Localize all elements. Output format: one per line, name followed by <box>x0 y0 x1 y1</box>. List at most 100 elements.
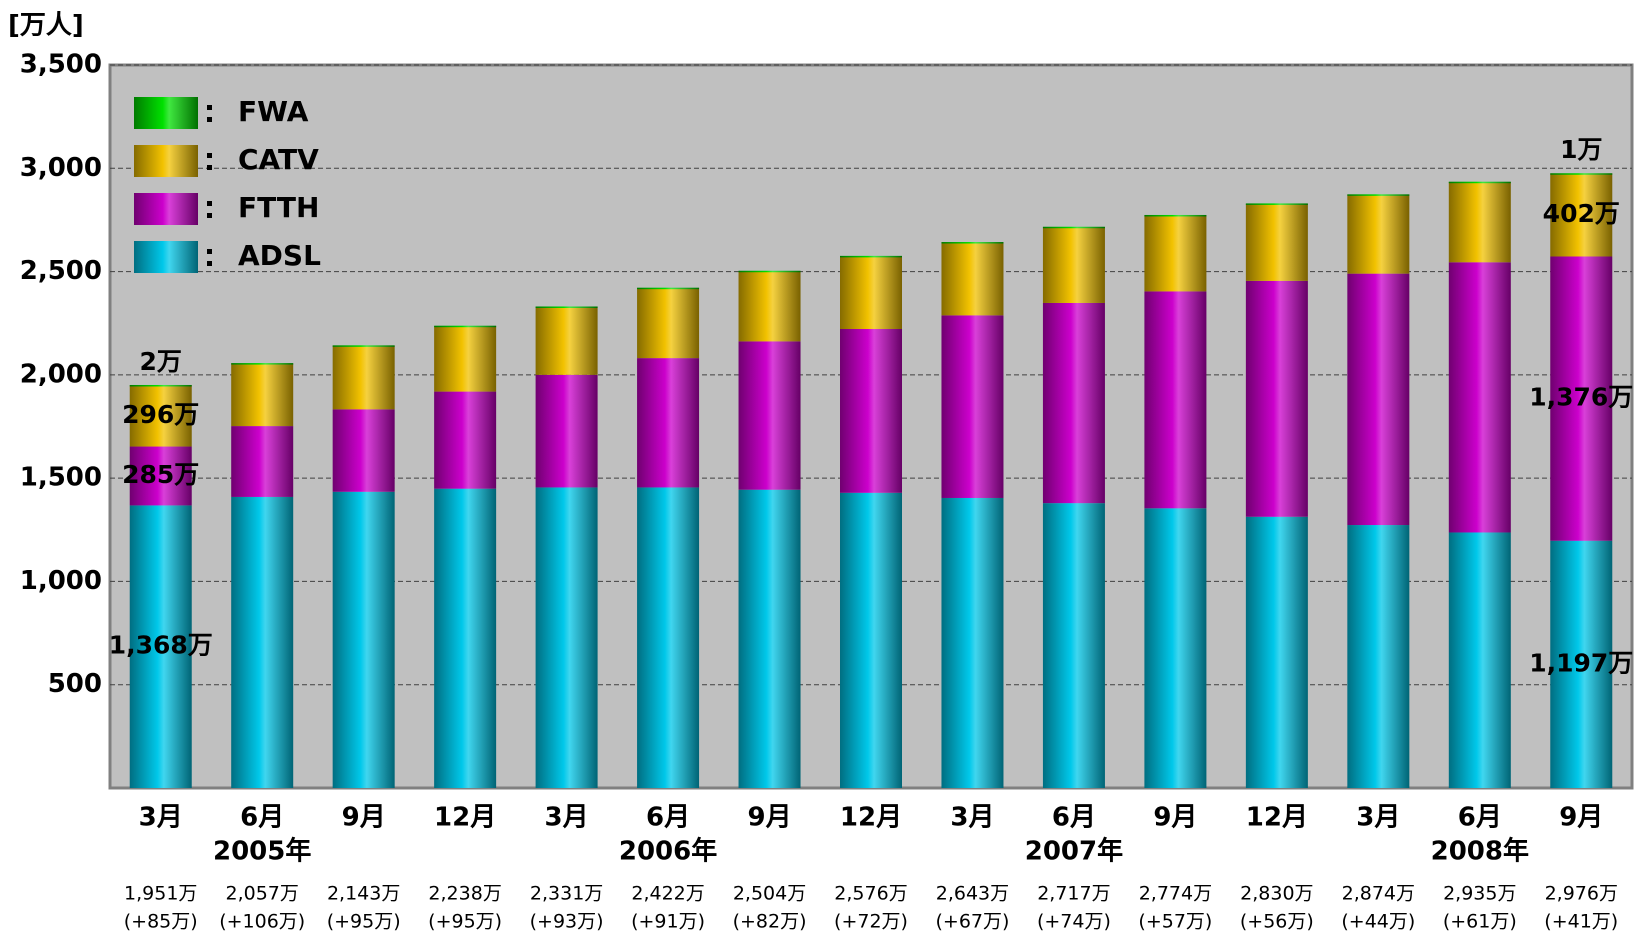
bar-segment <box>738 271 801 342</box>
x-tick-label: 12月 <box>1246 803 1308 833</box>
bar-segment <box>1347 525 1410 788</box>
x-tick-label: 9月 <box>342 803 386 833</box>
bar-segment <box>1347 194 1410 274</box>
legend-label: ADSL <box>238 239 321 272</box>
year-label: 2005年 <box>213 836 311 867</box>
legend-colon <box>207 165 212 170</box>
bar-segment <box>637 358 700 488</box>
increase-label: (+91万) <box>631 911 705 933</box>
legend-colon <box>207 117 212 122</box>
legend-colon <box>207 261 212 266</box>
bar-segment <box>1347 273 1410 526</box>
bar-segment <box>231 363 294 427</box>
bar-segment <box>1550 256 1613 541</box>
increase-label: (+44万) <box>1341 911 1415 933</box>
bar-segment <box>738 489 801 788</box>
legend-swatch <box>134 241 198 273</box>
bar-segment <box>1144 291 1207 509</box>
x-tick-label: 3月 <box>950 803 994 833</box>
bar-segment <box>1550 173 1613 257</box>
legend-label: FWA <box>238 95 309 128</box>
increase-label: (+67万) <box>935 911 1009 933</box>
bar-segment <box>840 328 902 493</box>
total-label: 2,774万 <box>1139 883 1212 905</box>
data-label: 2万 <box>140 347 182 376</box>
y-tick-label: 500 <box>48 669 102 699</box>
x-tick-label: 9月 <box>1559 803 1603 833</box>
bar-segment <box>129 385 192 447</box>
total-label: 1,951万 <box>124 883 197 905</box>
bar-segment <box>1245 203 1308 205</box>
data-label: 1万 <box>1560 135 1602 164</box>
x-tick-label: 6月 <box>646 803 690 833</box>
bar-segment <box>434 326 497 392</box>
y-tick-label: 1,000 <box>20 566 102 596</box>
x-tick-label: 9月 <box>1153 803 1197 833</box>
legend-swatch <box>134 97 198 129</box>
increase-label: (+74万) <box>1037 911 1111 933</box>
data-label: 1,376万 <box>1529 383 1633 412</box>
y-tick-label: 3,000 <box>20 153 102 183</box>
bar-segment <box>1245 203 1308 281</box>
bar-segment <box>1144 508 1207 788</box>
bar-segment <box>1448 181 1511 184</box>
x-tick-label: 6月 <box>240 803 284 833</box>
bar-segment <box>332 345 395 410</box>
bar-segment <box>434 325 497 328</box>
data-label: 1,368万 <box>109 631 213 660</box>
increase-label: (+56万) <box>1240 911 1314 933</box>
bar-segment <box>231 363 294 365</box>
increase-label: (+61万) <box>1443 911 1517 933</box>
bar-segment <box>1448 532 1511 788</box>
increase-label: (+57万) <box>1138 911 1212 933</box>
total-label: 2,576万 <box>834 883 907 905</box>
y-axis-label: [万人] <box>8 11 84 41</box>
bar-segment <box>1245 516 1308 788</box>
bar-segment <box>535 374 598 488</box>
legend-swatch <box>134 145 198 177</box>
total-label: 2,874万 <box>1342 883 1415 905</box>
data-label: 402万 <box>1543 199 1620 228</box>
legend-colon <box>207 249 212 254</box>
bar-segment <box>637 288 700 359</box>
bar-segment <box>1245 280 1308 517</box>
bar-segment <box>1550 540 1613 788</box>
legend-colon <box>207 105 212 110</box>
x-tick-label: 3月 <box>545 803 589 833</box>
y-tick-label: 3,500 <box>20 50 102 80</box>
bar-segment <box>231 426 294 497</box>
bar-segment <box>129 446 192 506</box>
bar-segment <box>738 341 801 490</box>
total-label: 2,717万 <box>1037 883 1110 905</box>
legend-colon <box>207 153 212 158</box>
data-label: 285万 <box>122 460 199 489</box>
bar-segment <box>434 391 497 489</box>
bar-segment <box>840 492 902 788</box>
total-label: 2,422万 <box>631 883 704 905</box>
bar-segment <box>332 345 395 347</box>
bar-segment <box>1042 302 1105 504</box>
increase-label: (+82万) <box>733 911 807 933</box>
bar-segment <box>231 496 294 788</box>
bar-segment <box>1448 262 1511 533</box>
x-tick-label: 6月 <box>1458 803 1502 833</box>
total-label: 2,935万 <box>1443 883 1516 905</box>
total-label: 2,504万 <box>733 883 806 905</box>
bar-segment <box>332 409 395 492</box>
data-label: 296万 <box>122 400 199 429</box>
y-tick-label: 1,500 <box>20 463 102 493</box>
legend-label: FTTH <box>238 191 319 224</box>
bar-segment <box>535 487 598 788</box>
increase-label: (+72万) <box>834 911 908 933</box>
bar-segment <box>129 505 192 788</box>
bar-segment <box>941 242 1004 316</box>
x-tick-label: 9月 <box>747 803 791 833</box>
x-tick-label: 6月 <box>1052 803 1096 833</box>
bar-segment <box>1550 173 1613 175</box>
total-label: 2,238万 <box>428 883 501 905</box>
increase-label: (+95万) <box>327 911 401 933</box>
y-tick-label: 2,500 <box>20 256 102 286</box>
year-label: 2006年 <box>619 836 717 867</box>
total-label: 2,830万 <box>1240 883 1313 905</box>
total-label: 2,643万 <box>936 883 1009 905</box>
